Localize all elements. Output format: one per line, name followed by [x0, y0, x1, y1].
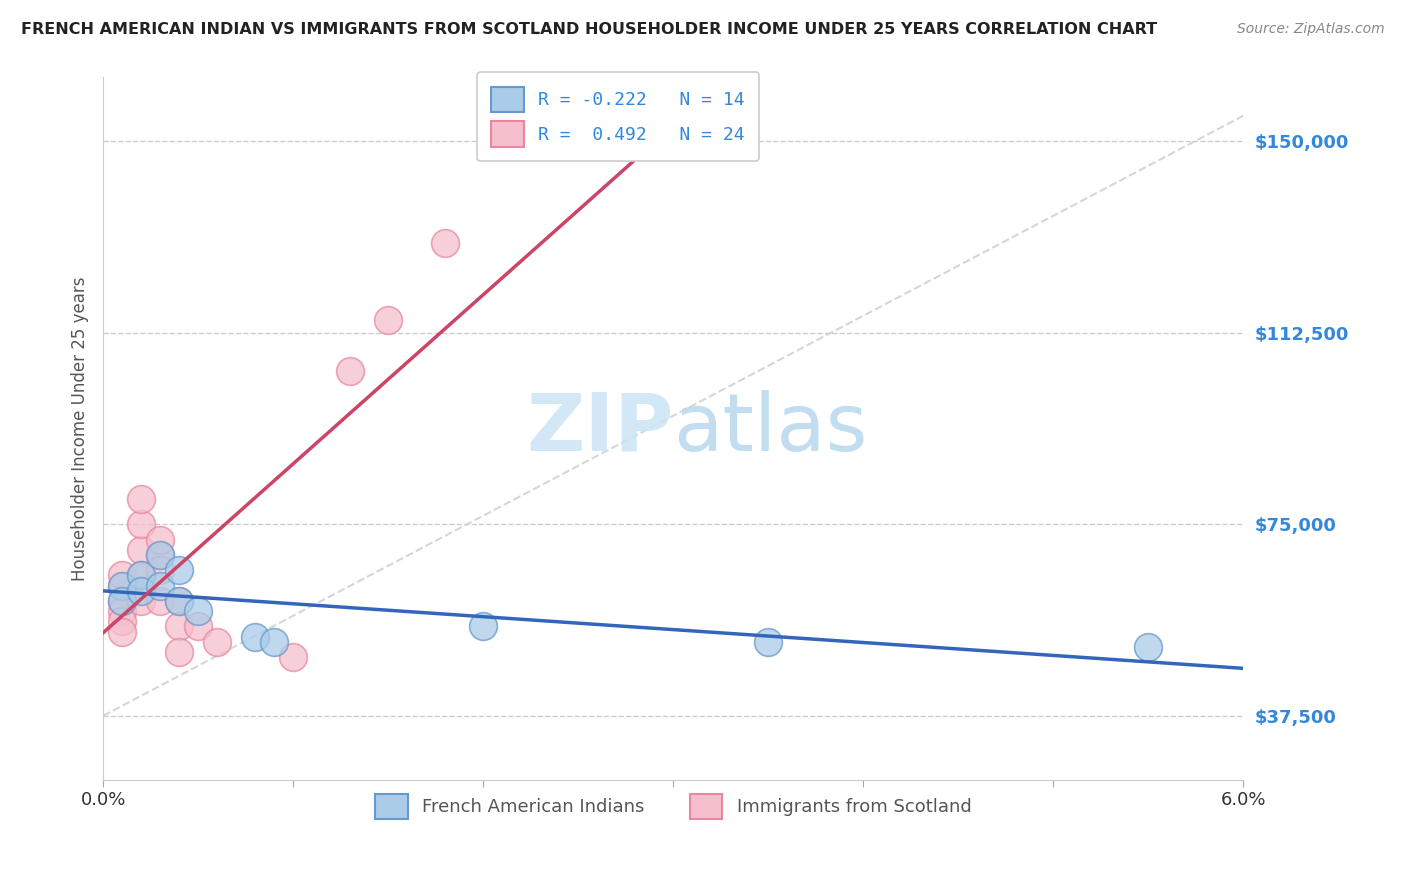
Point — [1137, 640, 1160, 654]
Point — [149, 594, 172, 608]
Text: atlas: atlas — [673, 390, 868, 467]
Point — [111, 604, 134, 618]
Point — [129, 583, 152, 598]
Point — [187, 619, 209, 633]
Point — [167, 619, 190, 633]
Point — [129, 594, 152, 608]
Text: Source: ZipAtlas.com: Source: ZipAtlas.com — [1237, 22, 1385, 37]
Point — [243, 630, 266, 644]
Point — [111, 568, 134, 582]
Point — [149, 548, 172, 562]
Point — [167, 594, 190, 608]
Point — [129, 491, 152, 506]
Point — [111, 578, 134, 592]
Point — [129, 517, 152, 532]
Point — [129, 542, 152, 557]
Point — [339, 364, 361, 378]
Point — [149, 578, 172, 592]
Point — [149, 533, 172, 547]
Point — [263, 634, 285, 648]
Point — [283, 650, 305, 665]
Text: FRENCH AMERICAN INDIAN VS IMMIGRANTS FROM SCOTLAND HOUSEHOLDER INCOME UNDER 25 Y: FRENCH AMERICAN INDIAN VS IMMIGRANTS FRO… — [21, 22, 1157, 37]
Point — [377, 313, 399, 327]
Point — [149, 563, 172, 577]
Point — [111, 594, 134, 608]
Point — [187, 604, 209, 618]
Point — [111, 615, 134, 629]
Point — [167, 645, 190, 659]
Point — [129, 568, 152, 582]
Point — [167, 563, 190, 577]
Point — [111, 624, 134, 639]
Point — [472, 619, 495, 633]
Legend: French American Indians, Immigrants from Scotland: French American Indians, Immigrants from… — [361, 780, 986, 834]
Point — [205, 634, 228, 648]
Text: ZIP: ZIP — [526, 390, 673, 467]
Point — [111, 594, 134, 608]
Point — [149, 548, 172, 562]
Point — [129, 568, 152, 582]
Point — [756, 634, 779, 648]
Point — [111, 578, 134, 592]
Point — [167, 594, 190, 608]
Y-axis label: Householder Income Under 25 years: Householder Income Under 25 years — [72, 277, 89, 581]
Point — [434, 236, 457, 251]
